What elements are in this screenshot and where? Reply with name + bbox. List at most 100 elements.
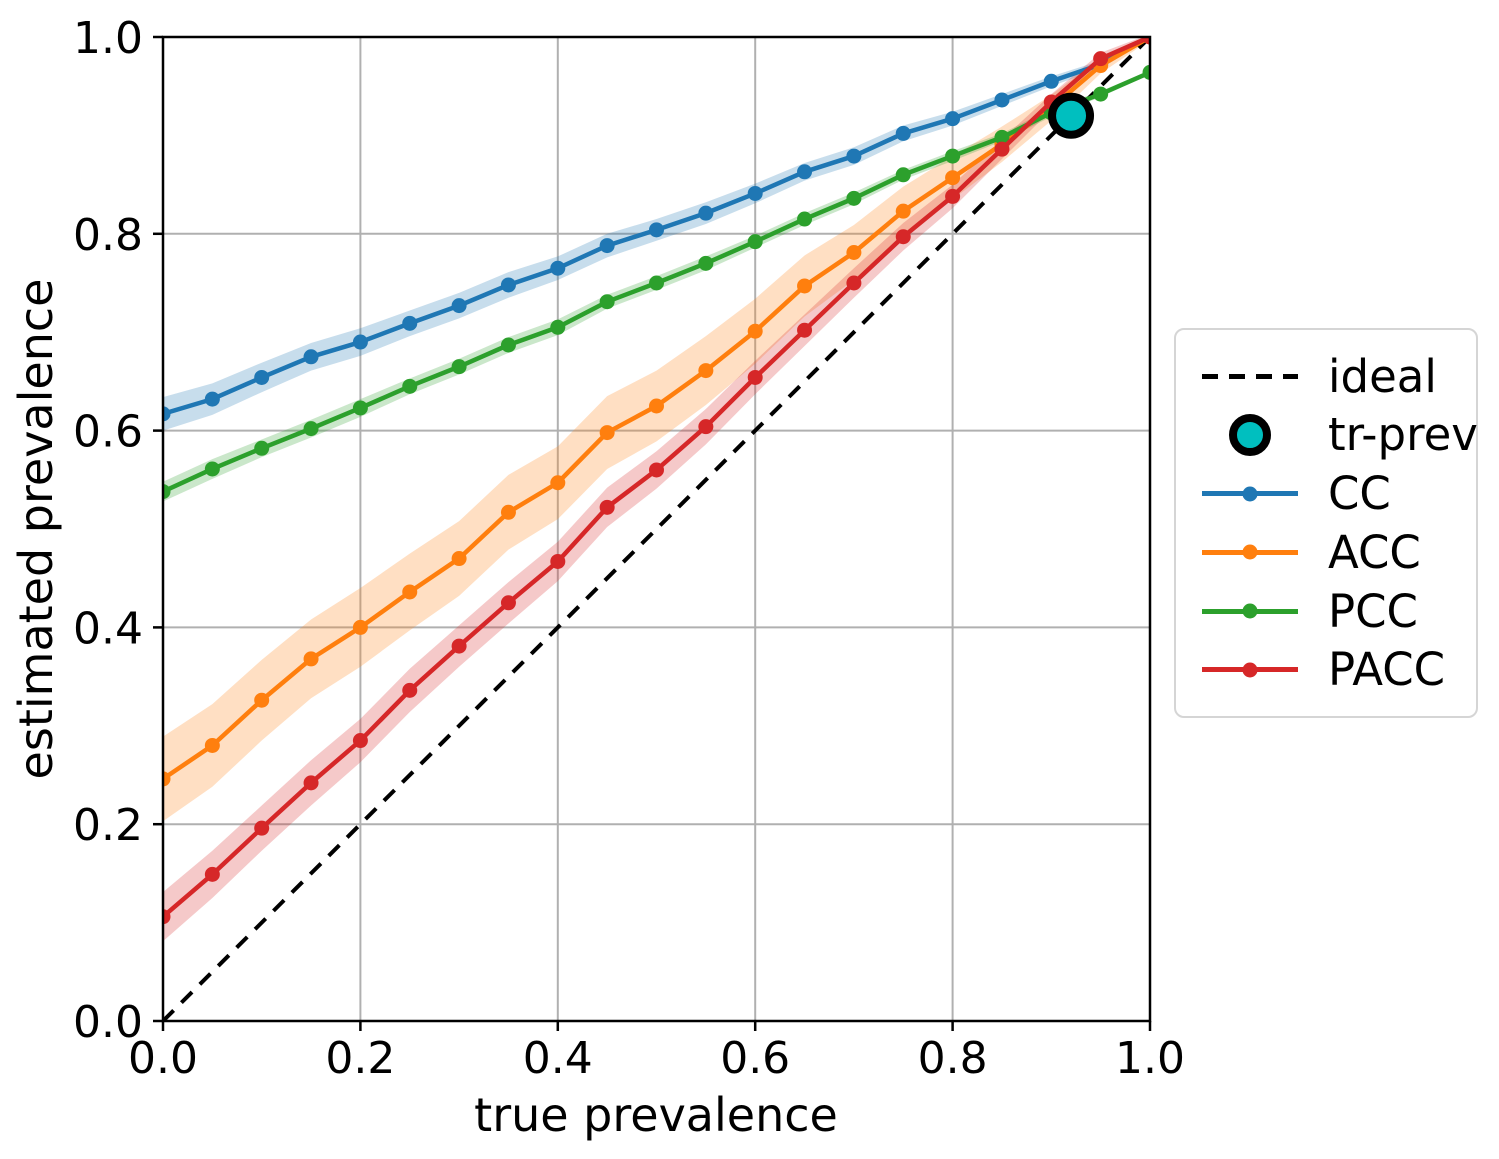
series-point-ACC <box>846 244 862 260</box>
series-point-CC <box>846 148 862 164</box>
series-point-PACC <box>204 866 220 882</box>
axes-spines <box>161 35 1152 1023</box>
axis-ticks: 0.00.0 0.2 0.2 0.4 0.4 0.6 0.6 0.8 0.8 1.0 1.0 <box>73 13 1185 1084</box>
series-point-PCC <box>500 337 516 353</box>
series-point-PCC <box>846 190 862 206</box>
legend-item-acc: ACC <box>1198 524 1458 580</box>
legend-label-ideal: ideal <box>1328 349 1437 403</box>
legend-item-pcc: PCC <box>1198 583 1458 639</box>
series-point-PACC <box>797 322 813 338</box>
series-point-PCC <box>1142 64 1150 80</box>
series-point-PCC <box>163 484 171 500</box>
legend-label-pacc: PACC <box>1328 643 1446 697</box>
x-tick-label: 0.4 <box>523 1033 593 1084</box>
series-point-CC <box>599 238 615 254</box>
series-point-PCC <box>797 211 813 227</box>
series-point-ACC <box>204 737 220 753</box>
series-point-CC <box>895 125 911 141</box>
series-point-PACC <box>254 820 270 836</box>
series-point-PACC <box>747 369 763 385</box>
series-point-CC <box>352 334 368 350</box>
series-point-ACC <box>945 170 961 186</box>
series-point-PACC <box>698 419 714 435</box>
series-point-ACC <box>303 651 319 667</box>
y-tick-label: 0.8 <box>73 210 143 261</box>
series-point-ACC <box>747 323 763 339</box>
series-point-ACC <box>451 551 467 567</box>
series-point-PACC <box>846 275 862 291</box>
band-PACC <box>163 37 1150 942</box>
series-point-CC <box>163 406 171 422</box>
ideal-line <box>163 37 1150 1021</box>
series-point-PCC <box>599 294 615 310</box>
series-point-CC <box>747 185 763 201</box>
series-point-ACC <box>352 619 368 635</box>
legend-label-tr-prev: tr-prev <box>1328 408 1478 462</box>
y-tick-label: 0.6 <box>73 407 143 458</box>
x-tick-label: 1.0 <box>1115 1033 1185 1084</box>
series-point-PCC <box>747 234 763 250</box>
series-point-ACC <box>402 584 418 600</box>
series-point-ACC <box>698 363 714 379</box>
legend-item-cc: CC <box>1198 466 1458 522</box>
x-tick-label: 0.8 <box>918 1033 988 1084</box>
pacc-line-icon <box>1202 662 1298 678</box>
series-point-PCC <box>352 400 368 416</box>
series-point-PCC <box>254 440 270 456</box>
series-point-ACC <box>254 692 270 708</box>
series-point-CC <box>698 205 714 221</box>
series-point-CC <box>402 315 418 331</box>
series-point-PCC <box>945 148 961 164</box>
series-point-CC <box>994 92 1010 108</box>
series-point-ACC <box>649 398 664 414</box>
series-point-CC <box>204 391 220 407</box>
series-point-PACC <box>945 188 961 204</box>
series-point-PACC <box>352 733 368 749</box>
ideal-dashed-line-icon <box>1202 373 1298 379</box>
series-point-ACC <box>163 771 171 787</box>
y-axis-label: estimated prevalence <box>9 279 63 780</box>
y-tick-label: 1.0 <box>73 13 143 64</box>
legend-label-pcc: PCC <box>1328 584 1418 638</box>
series-point-ACC <box>550 475 566 491</box>
cc-line-icon <box>1202 486 1298 502</box>
series-point-PCC <box>895 167 911 183</box>
series-point-CC <box>550 260 566 276</box>
series-point-PCC <box>451 359 467 375</box>
series-point-PACC <box>303 775 319 791</box>
series-point-PACC <box>1093 51 1109 67</box>
x-tick-label: 0.2 <box>325 1033 395 1084</box>
legend-label-cc: CC <box>1328 467 1391 521</box>
series-point-PCC <box>649 275 664 291</box>
tr-prev-circle-icon <box>1229 413 1271 456</box>
series-point-CC <box>945 111 961 127</box>
series-point-PACC <box>895 229 911 245</box>
series-point-CC <box>649 222 664 238</box>
legend-item-pacc: PACC <box>1198 642 1458 698</box>
x-axis-label: true prevalence <box>474 1088 838 1142</box>
series-point-CC <box>451 298 467 314</box>
series-point-PACC <box>599 499 615 515</box>
legend-item-tr-prev: tr-prev <box>1198 407 1478 463</box>
series-point-PCC <box>698 255 714 271</box>
legend: ideal tr-prev CC ACC PCC PACC <box>1174 328 1478 718</box>
x-tick-label: 0.0 <box>128 1033 198 1084</box>
series-point-CC <box>500 277 516 293</box>
series-point-CC <box>303 349 319 365</box>
series-point-PACC <box>163 909 171 925</box>
series-point-PCC <box>994 129 1010 145</box>
y-tick-label: 0.2 <box>73 800 143 851</box>
series-point-ACC <box>599 425 615 441</box>
series-point-CC <box>797 164 813 180</box>
series-point-PCC <box>303 421 319 437</box>
tr-prev-marker <box>1048 92 1095 139</box>
legend-item-ideal: ideal <box>1198 348 1458 404</box>
series-point-ACC <box>797 278 813 294</box>
acc-line-icon <box>1202 544 1298 560</box>
y-tick-label: 0.4 <box>73 603 143 654</box>
series-point-PACC <box>550 553 566 569</box>
special-markers <box>1048 92 1095 139</box>
series-point-PCC <box>550 319 566 335</box>
